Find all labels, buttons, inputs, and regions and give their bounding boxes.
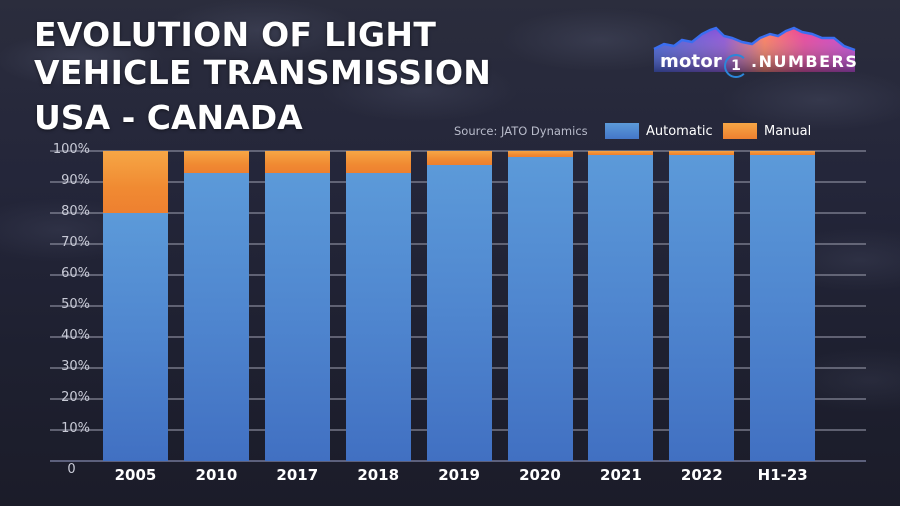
bar-manual (507, 151, 573, 158)
x-tick-label: 2010 (195, 466, 238, 484)
bar-automatic (183, 172, 249, 461)
source-note: Source: JATO Dynamics (454, 124, 588, 138)
y-tick-label: 0 (67, 462, 76, 477)
title-line-1: EVOLUTION OF LIGHT (34, 15, 437, 54)
logo-mountain-graphic (653, 26, 856, 72)
y-tick-label: 10% (61, 421, 90, 436)
title-line-2: VEHICLE TRANSMISSION (34, 53, 492, 92)
x-axis-baseline (50, 460, 866, 462)
logo-suffix: .NUMBERS (750, 52, 859, 71)
bar-automatic (426, 164, 492, 461)
bar-manual (183, 151, 249, 173)
bar-manual (345, 151, 411, 173)
legend-swatch-automatic (605, 123, 639, 139)
bar-manual (264, 151, 330, 173)
x-tick-label: 2019 (438, 466, 480, 484)
logo-brand: motor (660, 51, 722, 72)
x-tick-label: 2022 (680, 466, 723, 484)
legend-label-automatic: Automatic (646, 123, 713, 139)
bar-manual (750, 151, 816, 156)
legend-item-automatic: Automatic (605, 122, 713, 140)
y-tick-label: 90% (61, 173, 90, 188)
x-tick-label: 2017 (276, 466, 319, 484)
bar-automatic (669, 155, 735, 461)
y-tick-label: 60% (61, 266, 90, 281)
legend-swatch-manual (723, 123, 757, 139)
x-tick-label: 2018 (357, 466, 400, 484)
x-tick-label: H1-23 (757, 466, 808, 484)
logo-text: motor 1 .NUMBERS (660, 51, 858, 78)
x-tick-label: 2005 (114, 466, 157, 484)
bar-manual (588, 151, 654, 156)
chart-title: EVOLUTION OF LIGHT VEHICLE TRANSMISSION (34, 16, 491, 92)
y-tick-label: 30% (61, 359, 90, 374)
bar-automatic (345, 172, 411, 461)
y-tick-label: 50% (61, 297, 90, 312)
bar-automatic (588, 155, 654, 461)
x-tick-label: 2021 (600, 466, 642, 484)
bar-automatic (507, 157, 573, 461)
bar-manual (669, 151, 735, 156)
y-tick-label: 20% (61, 390, 90, 405)
x-tick-label: 2020 (519, 466, 561, 484)
legend-label-manual: Manual (764, 123, 812, 139)
bar-automatic (264, 172, 330, 461)
motor1-numbers-logo: motor 1 .NUMBERS (652, 24, 858, 78)
bar-automatic (750, 155, 816, 461)
bar-manual (426, 151, 492, 165)
logo-one-badge: 1 (723, 54, 748, 78)
legend-item-manual: Manual (723, 122, 811, 140)
y-tick-label: 80% (61, 204, 90, 219)
chart-subtitle: USA - CANADA (34, 98, 303, 137)
bar-automatic (103, 213, 168, 461)
y-tick-label: 70% (61, 235, 90, 250)
y-tick-label: 100% (52, 142, 90, 157)
bar-manual (103, 151, 168, 213)
y-tick-label: 40% (61, 328, 90, 343)
